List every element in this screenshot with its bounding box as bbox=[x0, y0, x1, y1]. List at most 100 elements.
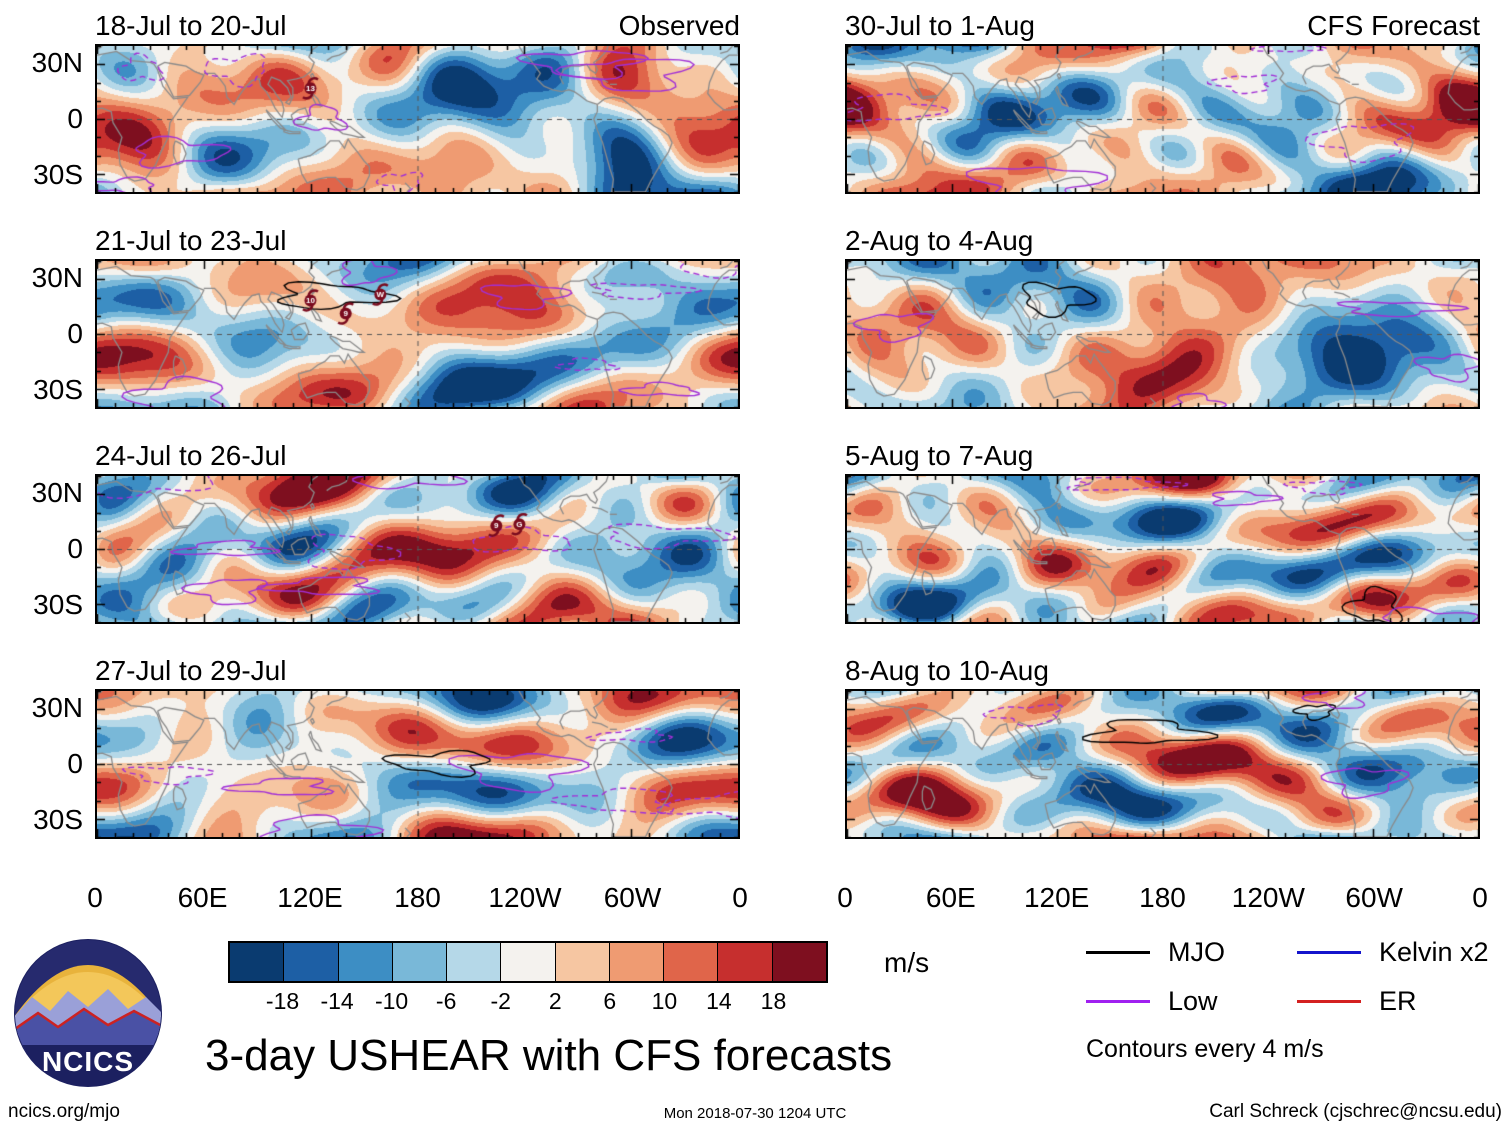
colorbar-segment bbox=[718, 943, 773, 981]
y-tick-30s: 30S bbox=[33, 589, 83, 621]
logo-text: NCICS bbox=[42, 1046, 134, 1077]
y-tick-30n: 30N bbox=[31, 691, 83, 723]
y-tick-30n: 30N bbox=[31, 476, 83, 508]
contour-interval-note: Contours every 4 m/s bbox=[1086, 1035, 1324, 1063]
colorbar-tick: 14 bbox=[706, 988, 732, 1014]
colorbar-tick: 18 bbox=[760, 988, 787, 1014]
map-canvas bbox=[847, 46, 1478, 192]
panel-title: 18-Jul to 20-Jul bbox=[95, 10, 287, 41]
colorbar-tick: -2 bbox=[490, 988, 511, 1014]
legend-label: Kelvin x2 bbox=[1379, 937, 1489, 967]
x-tick: 60E bbox=[925, 882, 976, 913]
forecast-panel-2: 2-Aug to 4-Aug bbox=[845, 221, 1480, 436]
y-tick-30s: 30S bbox=[33, 374, 83, 406]
map-forecast-1 bbox=[845, 44, 1480, 194]
figure-title: 3-day USHEAR with CFS forecasts bbox=[205, 1031, 893, 1080]
colorbar-segment bbox=[230, 943, 285, 981]
legend-item-er: ER bbox=[1297, 986, 1489, 1017]
panel-title: 24-Jul to 26-Jul bbox=[95, 440, 287, 471]
observed-panel-4: 27-Jul to 29-Jul 30N 0 30S bbox=[0, 651, 740, 866]
map-forecast-2 bbox=[845, 259, 1480, 409]
x-tick: 60W bbox=[603, 882, 662, 913]
colorbar-segment bbox=[772, 943, 826, 981]
y-axis-labels: 30N 0 30S bbox=[0, 44, 95, 194]
y-tick-0: 0 bbox=[67, 103, 83, 134]
footer-timestamp: Mon 2018-07-30 1204 UTC bbox=[663, 1105, 847, 1122]
observed-column: 18-Jul to 20-Jul Observed 30N 0 30S 21-J… bbox=[0, 6, 748, 922]
colorbar-tick: -6 bbox=[435, 988, 457, 1014]
colorbar-tick: 10 bbox=[651, 988, 678, 1014]
panel-title: 30-Jul to 1-Aug bbox=[845, 10, 1035, 41]
y-tick-0: 0 bbox=[67, 748, 83, 779]
y-axis-labels: 30N 0 30S bbox=[0, 474, 95, 624]
map-canvas bbox=[97, 691, 738, 837]
x-tick: 120E bbox=[1023, 882, 1090, 913]
colorbar-segment bbox=[392, 943, 448, 981]
x-tick: 120W bbox=[1231, 882, 1305, 913]
legend-item-mjo: MJO bbox=[1086, 937, 1225, 968]
x-axis-forecast: 0 60E 120E 180 120W 60W 0 bbox=[837, 880, 1488, 922]
x-tick: 120E bbox=[277, 882, 343, 913]
map-canvas bbox=[847, 476, 1478, 622]
colorbar-tick: 2 bbox=[548, 988, 562, 1014]
forecast-panel-4: 8-Aug to 10-Aug bbox=[845, 651, 1480, 866]
forecast-panel-1: 30-Jul to 1-Aug CFS Forecast bbox=[845, 6, 1480, 221]
y-tick-30n: 30N bbox=[31, 261, 83, 293]
colorbar-segment bbox=[609, 943, 665, 981]
map-observed-4 bbox=[95, 689, 740, 839]
colorbar-swatches bbox=[228, 941, 828, 983]
panel-title: 5-Aug to 7-Aug bbox=[845, 440, 1034, 471]
x-tick: 180 bbox=[394, 882, 441, 913]
x-tick: 0 bbox=[87, 882, 103, 913]
colorbar-segment bbox=[338, 943, 393, 981]
legend-label: ER bbox=[1379, 986, 1417, 1016]
legend-item-low: Low bbox=[1086, 986, 1225, 1017]
colorbar-segment bbox=[447, 943, 502, 981]
y-tick-30s: 30S bbox=[33, 159, 83, 191]
panel-title: 2-Aug to 4-Aug bbox=[845, 225, 1034, 256]
map-canvas bbox=[97, 476, 738, 622]
ncics-logo-image: NCICS bbox=[14, 939, 162, 1087]
colorbar-tick-labels: -18 -14 -10 -6 -2 2 6 10 14 18 bbox=[228, 988, 828, 1018]
x-axis-observed: 0 60E 120E 180 120W 60W 0 bbox=[87, 880, 748, 922]
y-tick-30n: 30N bbox=[31, 46, 83, 78]
x-tick: 120W bbox=[488, 882, 562, 913]
map-canvas bbox=[847, 261, 1478, 407]
colorbar-tick: -10 bbox=[374, 988, 409, 1014]
map-observed-1 bbox=[95, 44, 740, 194]
y-axis-labels: 30N 0 30S bbox=[0, 259, 95, 409]
kelvin-line-sample bbox=[1297, 951, 1361, 954]
panel-title: 21-Jul to 23-Jul bbox=[95, 225, 287, 256]
map-canvas bbox=[97, 46, 738, 192]
x-tick: 0 bbox=[732, 882, 748, 913]
colorbar-segment bbox=[501, 943, 556, 981]
colorbar-tick: 6 bbox=[603, 988, 617, 1014]
panel-title: 8-Aug to 10-Aug bbox=[845, 655, 1049, 686]
observed-panel-2: 21-Jul to 23-Jul 30N 0 30S bbox=[0, 221, 740, 436]
map-observed-3 bbox=[95, 474, 740, 624]
logo-mountains-dark bbox=[15, 1009, 161, 1051]
colorbar-segment bbox=[664, 943, 719, 981]
y-tick-0: 0 bbox=[67, 533, 83, 564]
ncics-logo: NCICS bbox=[12, 937, 164, 1089]
mjo-line-sample bbox=[1086, 951, 1150, 954]
colorbar-segment bbox=[284, 943, 339, 981]
x-tick: 180 bbox=[1139, 882, 1186, 913]
map-observed-2 bbox=[95, 259, 740, 409]
column-label-cfs-forecast: CFS Forecast bbox=[1307, 10, 1480, 41]
colorbar-tick: -14 bbox=[320, 988, 354, 1014]
footer-area: NCICS -18 -14 -10 -6 - bbox=[0, 903, 1510, 1127]
legend-label: Low bbox=[1168, 986, 1218, 1016]
map-canvas bbox=[847, 691, 1478, 837]
map-canvas bbox=[97, 261, 738, 407]
legend-item-kelvin: Kelvin x2 bbox=[1297, 937, 1489, 968]
column-label-observed: Observed bbox=[618, 10, 740, 41]
y-tick-0: 0 bbox=[67, 318, 83, 349]
low-line-sample bbox=[1086, 1000, 1150, 1003]
colorbar: -18 -14 -10 -6 -2 2 6 10 14 18 bbox=[228, 941, 828, 1018]
footer-credit: Carl Schreck (cjschrec@ncsu.edu) bbox=[1209, 1101, 1502, 1122]
colorbar-units-label: m/s bbox=[884, 947, 930, 978]
forecast-column: 30-Jul to 1-Aug CFS Forecast 2-Aug to 4-… bbox=[837, 6, 1488, 922]
observed-panel-3: 24-Jul to 26-Jul 30N 0 30S bbox=[0, 436, 740, 651]
